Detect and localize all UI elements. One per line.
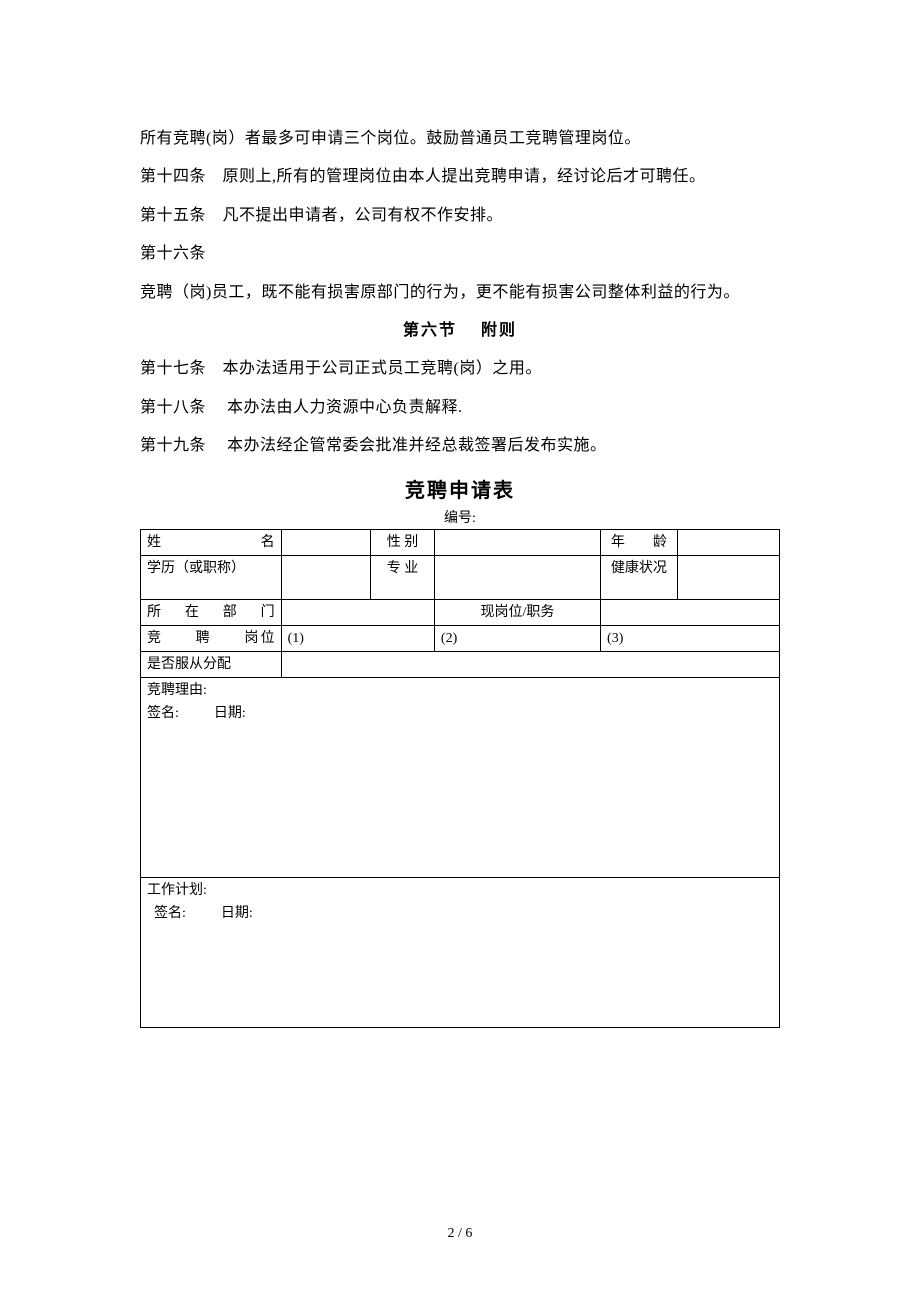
apply-post-3: (3)	[601, 625, 780, 651]
label-current-post: 现岗位/职务	[434, 599, 600, 625]
serial-number-label: 编号:	[140, 507, 780, 527]
value-education	[281, 555, 370, 599]
reason-signature-line: 签名: 日期:	[147, 703, 773, 724]
label-reason: 竞聘理由:	[147, 683, 207, 698]
plan-signature-line: 签名: 日期:	[147, 903, 773, 924]
label-date-2: 日期:	[221, 906, 253, 921]
value-health	[677, 555, 779, 599]
label-health: 健康状况	[601, 555, 678, 599]
value-department	[281, 599, 434, 625]
table-row: 竞 聘 岗位 (1) (2) (3)	[141, 625, 780, 651]
value-gender	[434, 529, 600, 555]
article-16-body: 竞聘（岗)员工，既不能有损害原部门的行为，更不能有损害公司整体利益的行为。	[140, 274, 780, 312]
value-name	[281, 529, 370, 555]
body-text-block: 所有竞聘(岗）者最多可申请三个岗位。鼓励普通员工竞聘管理岗位。 第十四条 原则上…	[140, 120, 780, 466]
label-department: 所 在 部 门	[141, 599, 282, 625]
label-education: 学历（或职称）	[141, 555, 282, 599]
article-17: 第十七条 本办法适用于公司正式员工竞聘(岗）之用。	[140, 350, 780, 388]
value-obey	[281, 651, 779, 677]
table-row: 学历（或职称） 专 业 健康状况	[141, 555, 780, 599]
label-obey: 是否服从分配	[141, 651, 282, 677]
article-14: 第十四条 原则上,所有的管理岗位由本人提出竞聘申请，经讨论后才可聘任。	[140, 158, 780, 196]
table-row: 是否服从分配	[141, 651, 780, 677]
label-sign: 签名:	[147, 706, 179, 721]
value-current-post	[601, 599, 780, 625]
table-row: 工作计划: 签名: 日期:	[141, 877, 780, 1027]
label-name: 姓 名	[141, 529, 282, 555]
table-row: 所 在 部 门 现岗位/职务	[141, 599, 780, 625]
document-page: 所有竞聘(岗）者最多可申请三个岗位。鼓励普通员工竞聘管理岗位。 第十四条 原则上…	[0, 0, 920, 1302]
paragraph-intro: 所有竞聘(岗）者最多可申请三个岗位。鼓励普通员工竞聘管理岗位。	[140, 120, 780, 158]
label-plan: 工作计划:	[147, 883, 207, 898]
article-15: 第十五条 凡不提出申请者，公司有权不作安排。	[140, 197, 780, 235]
label-date: 日期:	[214, 706, 246, 721]
section-6-title: 第六节 附则	[140, 312, 780, 350]
apply-post-2: (2)	[434, 625, 600, 651]
table-row: 竞聘理由: 签名: 日期:	[141, 677, 780, 877]
apply-post-1: (1)	[281, 625, 434, 651]
page-number: 2 / 6	[0, 1226, 920, 1242]
form-title: 竞聘申请表	[140, 474, 780, 503]
article-16-head: 第十六条	[140, 235, 780, 273]
label-gender: 性 别	[371, 529, 435, 555]
application-form-table: 姓 名 性 别 年 龄 学历（或职称） 专 业 健康状况 所 在 部 门 现岗位…	[140, 529, 780, 1028]
label-apply-post: 竞 聘 岗位	[141, 625, 282, 651]
cell-plan: 工作计划: 签名: 日期:	[141, 877, 780, 1027]
label-sign-2: 签名:	[154, 906, 186, 921]
cell-reason: 竞聘理由: 签名: 日期:	[141, 677, 780, 877]
value-age	[677, 529, 779, 555]
value-major	[434, 555, 600, 599]
article-19: 第十九条 本办法经企管常委会批准并经总裁签署后发布实施。	[140, 427, 780, 465]
label-major: 专 业	[371, 555, 435, 599]
label-age: 年 龄	[601, 529, 678, 555]
article-18: 第十八条 本办法由人力资源中心负责解释.	[140, 389, 780, 427]
table-row: 姓 名 性 别 年 龄	[141, 529, 780, 555]
